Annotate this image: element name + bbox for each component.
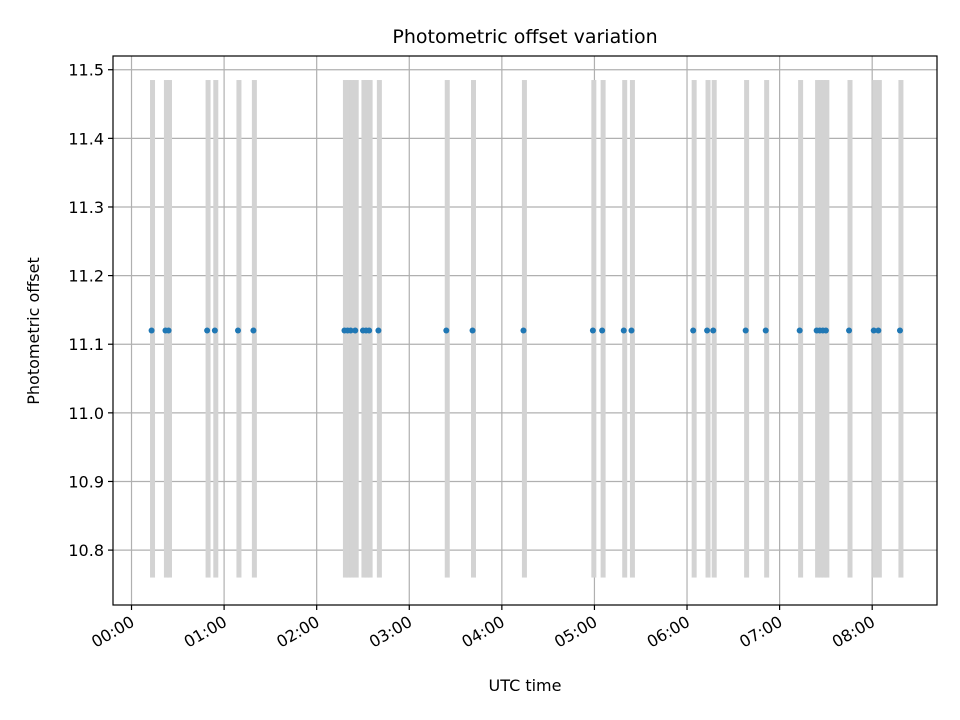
data-point bbox=[710, 327, 717, 334]
exposure-bands bbox=[150, 80, 904, 578]
x-tick-label: 05:00 bbox=[551, 612, 600, 652]
plot-frame bbox=[112, 55, 938, 606]
data-point bbox=[822, 327, 829, 334]
y-tick-label: 11.2 bbox=[68, 267, 104, 286]
y-tick-label: 11.1 bbox=[68, 335, 104, 354]
data-point bbox=[375, 327, 382, 334]
x-axis-label: UTC time bbox=[489, 676, 562, 695]
y-tick-label: 11.5 bbox=[68, 61, 104, 80]
data-point bbox=[690, 327, 697, 334]
data-point bbox=[620, 327, 627, 334]
data-point bbox=[870, 327, 877, 334]
x-tick-label: 08:00 bbox=[829, 612, 878, 652]
data-point bbox=[443, 327, 450, 334]
data-point bbox=[704, 327, 711, 334]
data-point bbox=[796, 327, 803, 334]
data-point bbox=[599, 327, 606, 334]
data-point bbox=[165, 327, 172, 334]
x-tick-label: 04:00 bbox=[458, 612, 507, 652]
data-point bbox=[211, 327, 218, 334]
x-tick-label: 03:00 bbox=[366, 612, 415, 652]
x-tick-label: 02:00 bbox=[273, 612, 322, 652]
data-point bbox=[469, 327, 476, 334]
data-point bbox=[875, 327, 882, 334]
y-tick-label: 10.9 bbox=[68, 472, 104, 491]
data-point bbox=[347, 327, 354, 334]
y-tick-label: 11.3 bbox=[68, 198, 104, 217]
y-tick-label: 11.4 bbox=[68, 129, 104, 148]
data-points bbox=[148, 327, 903, 334]
y-tick-label: 11.0 bbox=[68, 404, 104, 423]
data-point bbox=[148, 327, 155, 334]
data-point bbox=[589, 327, 596, 334]
data-point bbox=[896, 327, 903, 334]
data-point bbox=[520, 327, 527, 334]
data-point bbox=[742, 327, 749, 334]
x-tick-label: 06:00 bbox=[644, 612, 693, 652]
y-axis-ticks: 10.8 10.9 11.0 11.1 11.2 11.3 11.4 11.5 bbox=[68, 61, 113, 560]
x-axis-ticks: 00:00 01:00 02:00 03:00 04:00 05:00 06:00 07:00… bbox=[88, 605, 878, 652]
data-point bbox=[204, 327, 211, 334]
y-axis-label: Photometric offset bbox=[24, 257, 43, 405]
data-point bbox=[234, 327, 241, 334]
data-point bbox=[628, 327, 635, 334]
data-point bbox=[352, 327, 359, 334]
data-point bbox=[250, 327, 257, 334]
x-tick-label: 00:00 bbox=[88, 612, 137, 652]
x-tick-label: 07:00 bbox=[736, 612, 785, 652]
x-tick-label: 01:00 bbox=[181, 612, 230, 652]
y-tick-label: 10.8 bbox=[68, 541, 104, 560]
data-point bbox=[846, 327, 853, 334]
chart-title: Photometric offset variation bbox=[392, 26, 657, 48]
data-point bbox=[366, 327, 373, 334]
data-point bbox=[762, 327, 769, 334]
